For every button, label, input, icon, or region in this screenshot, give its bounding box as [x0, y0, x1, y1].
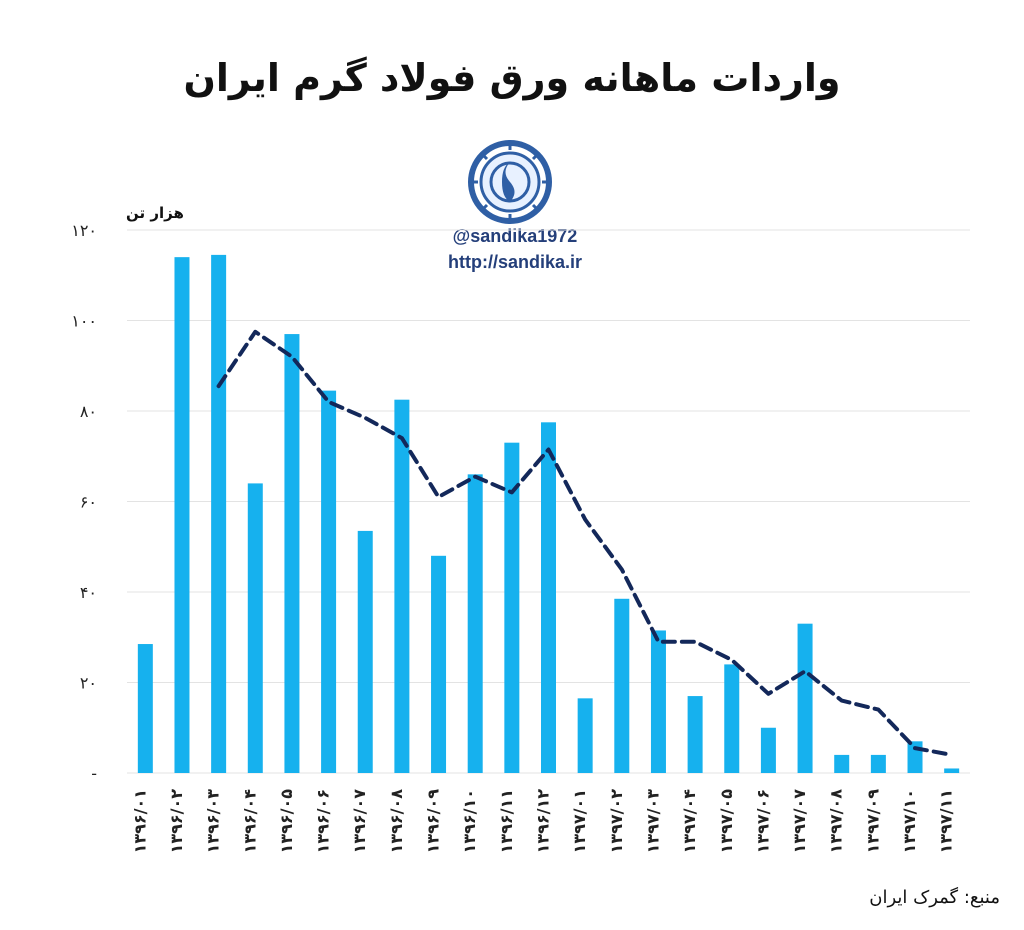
y-tick-label: ۴۰ [80, 583, 97, 602]
trend-line [216, 329, 954, 757]
y-tick-label: ۱۲۰ [71, 221, 97, 240]
x-tick-label: ۱۳۹۶/۰۳ [204, 789, 223, 854]
bar [321, 390, 337, 773]
bar [650, 630, 666, 773]
x-tick-label: ۱۳۹۶/۰۱ [130, 789, 149, 853]
x-tick-label: ۱۳۹۷/۰۲ [607, 789, 626, 854]
x-tick-label: ۱۳۹۷/۰۹ [863, 789, 882, 854]
bar [357, 530, 373, 773]
bar [724, 664, 740, 773]
x-tick-label: ۱۳۹۷/۰۶ [753, 789, 772, 853]
x-tick-label: ۱۳۹۷/۱۰ [900, 789, 919, 853]
bar [834, 754, 850, 773]
bar [687, 696, 703, 773]
bar [431, 555, 447, 773]
bar [137, 644, 153, 773]
bar [907, 741, 923, 773]
x-tick-label: ۱۳۹۶/۰۶ [314, 789, 333, 853]
x-tick-label: ۱۳۹۷/۰۴ [680, 789, 699, 854]
x-tick-label: ۱۳۹۷/۰۷ [790, 789, 809, 854]
bar [284, 334, 300, 773]
y-tick-label: - [91, 764, 97, 783]
x-tick-label: ۱۳۹۷/۰۵ [717, 789, 736, 854]
source-note: منبع: گمرک ایران [869, 887, 1000, 908]
bar [174, 257, 190, 773]
bar [211, 254, 227, 773]
x-tick-label: ۱۳۹۶/۰۸ [387, 789, 406, 854]
x-tick-label: ۱۳۹۶/۱۰ [460, 789, 479, 853]
y-tick-label: ۸۰ [80, 402, 97, 421]
page-title: واردات ماهانه ورق فولاد گرم ایران [183, 56, 841, 100]
bar [504, 442, 520, 773]
y-tick-label: ۱۰۰ [71, 312, 97, 331]
bar [797, 623, 813, 773]
x-tick-label: ۱۳۹۶/۰۴ [240, 789, 259, 854]
bar [467, 474, 483, 773]
x-tick-label: ۱۳۹۶/۱۲ [534, 789, 553, 854]
bar [870, 754, 886, 773]
bar [614, 598, 630, 773]
x-tick-label: ۱۳۹۷/۰۸ [827, 789, 846, 854]
bar [541, 422, 556, 773]
unit-label: هزار تن [126, 204, 184, 222]
bar [247, 483, 263, 773]
x-tick-label: ۱۳۹۷/۰۳ [643, 789, 662, 854]
bar [394, 399, 410, 773]
y-tick-label: ۶۰ [80, 493, 97, 512]
y-tick-label: ۲۰ [80, 674, 97, 693]
x-tick-label: ۱۳۹۷/۰۱ [570, 789, 589, 853]
bar [944, 768, 960, 773]
x-tick-label: ۱۳۹۶/۰۹ [424, 789, 443, 854]
x-tick-label: ۱۳۹۶/۰۲ [167, 789, 186, 854]
sandika-logo [468, 140, 552, 224]
bar [760, 727, 776, 773]
brand-handle: @sandika1972 [452, 226, 578, 246]
x-tick-label: ۱۳۹۶/۰۵ [277, 789, 296, 854]
x-tick-label: ۱۳۹۶/۱۱ [497, 789, 516, 853]
x-tick-label: ۱۳۹۷/۱۱ [937, 789, 956, 853]
x-tick-label: ۱۳۹۶/۰۷ [350, 789, 369, 854]
bar [577, 698, 593, 773]
brand-site: http://sandika.ir [447, 252, 582, 272]
